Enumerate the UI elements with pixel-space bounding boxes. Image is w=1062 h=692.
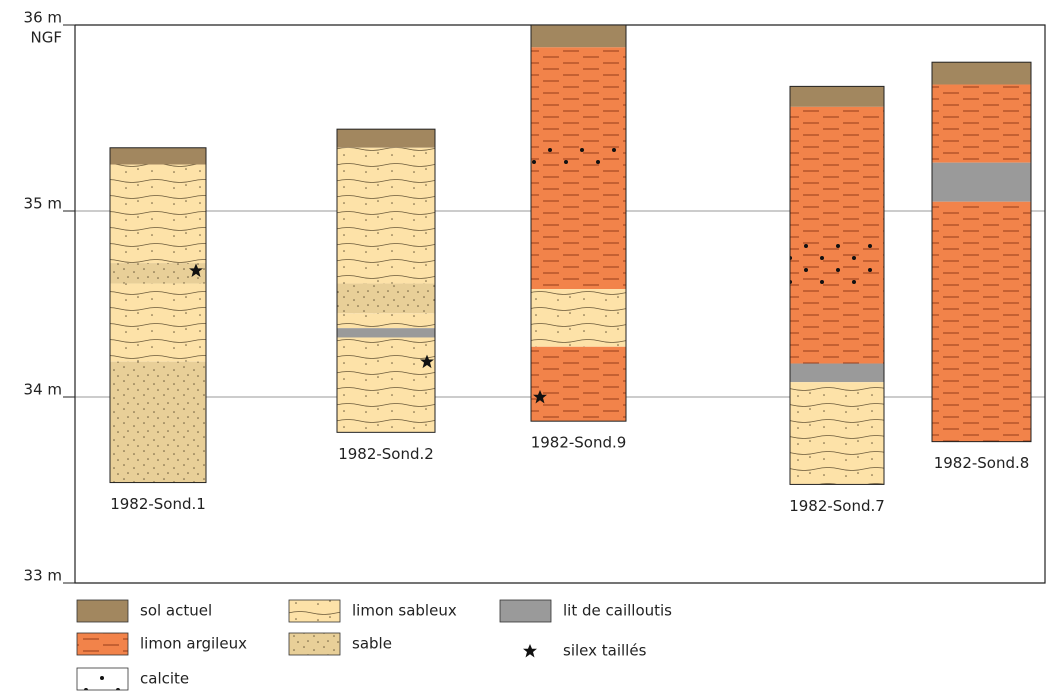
legend-label: limon sableux (352, 602, 457, 620)
legend-label: sol actuel (140, 602, 212, 620)
y-tick-label: 33 m (24, 567, 62, 585)
legend-swatch (76, 632, 129, 656)
legend-star (523, 644, 537, 658)
layer (932, 162, 1031, 202)
layer (337, 283, 435, 314)
layer (337, 337, 435, 433)
column-outline (530, 24, 627, 422)
column-label: 1982-Sond.2 (338, 445, 434, 463)
legend-label: sable (352, 635, 392, 653)
column-label: 1982-Sond.9 (531, 434, 627, 452)
layer (337, 147, 435, 284)
layer (337, 129, 435, 148)
column-outline (789, 85, 885, 485)
layer (110, 147, 206, 165)
layer (932, 62, 1031, 85)
column-label: 1982-Sond.7 (789, 497, 885, 515)
legend-label: calcite (140, 670, 189, 688)
layer (531, 289, 626, 347)
layer (110, 283, 206, 362)
legend-swatch (499, 599, 552, 623)
layer (531, 140, 626, 172)
y-axis-unit: NGF (31, 29, 62, 47)
layer (932, 201, 1031, 442)
legend-swatch (76, 599, 129, 623)
layer (531, 25, 626, 48)
layer (110, 263, 206, 284)
frame (74, 24, 1046, 584)
y-tick-label: 35 m (24, 195, 62, 213)
layer (110, 361, 206, 483)
y-tick-label: 36 m (24, 9, 62, 27)
layer (337, 313, 435, 329)
column-outline (931, 61, 1032, 443)
layer (110, 164, 206, 264)
layer (932, 84, 1031, 163)
layer (790, 86, 884, 107)
layer (790, 363, 884, 383)
column-outline (109, 147, 207, 484)
column-label: 1982-Sond.8 (934, 454, 1030, 472)
legend-label: lit de cailloutis (563, 602, 672, 620)
column-label: 1982-Sond.1 (110, 495, 206, 513)
layer (337, 328, 435, 338)
column-outline (336, 128, 436, 433)
legend-label: limon argileux (140, 635, 247, 653)
legend-label: silex taillés (563, 642, 647, 660)
legend-swatch (76, 667, 129, 691)
legend-swatch (288, 599, 341, 623)
y-tick-label: 34 m (24, 381, 62, 399)
layer (531, 346, 626, 422)
layer (790, 240, 884, 286)
layer (790, 382, 884, 485)
legend-swatch (288, 632, 341, 656)
layer (790, 106, 884, 364)
